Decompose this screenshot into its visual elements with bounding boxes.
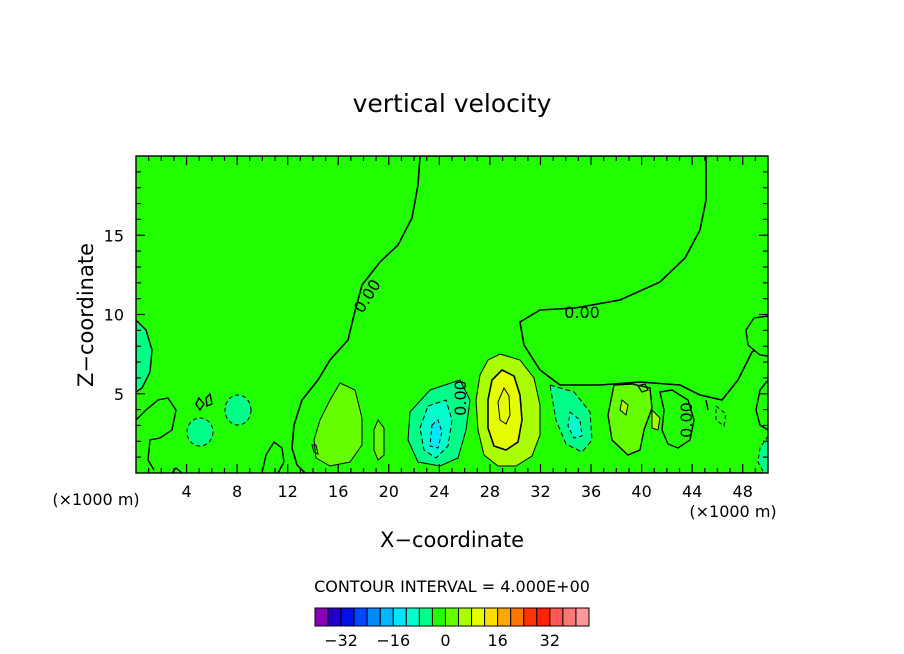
- colorbar-swatch: [340, 607, 355, 627]
- downdraft-5: [186, 417, 214, 447]
- colorbar-swatch: [314, 607, 329, 627]
- x-tick-label: 28: [480, 482, 500, 501]
- contour-interval-text: CONTOUR INTERVAL = 4.000E+00: [314, 577, 590, 596]
- right-cell-39: [607, 383, 653, 456]
- colorbar-swatch: [444, 607, 460, 627]
- colorbar-swatch: [353, 607, 368, 627]
- x-tick-label: 16: [328, 482, 348, 501]
- y-axis-label: Z−coordinate: [74, 243, 98, 387]
- x-tick-label: 44: [682, 482, 702, 501]
- colorbar-swatch: [484, 607, 499, 627]
- left-edge-cell-2: [136, 397, 177, 471]
- colorbar-swatch: [366, 607, 381, 627]
- right-cell-45: [715, 404, 727, 427]
- x-axis-unit: (×1000 m): [689, 502, 776, 521]
- colorbar-swatch: [458, 607, 473, 627]
- x-axis-ticks: [148, 156, 756, 473]
- colorbar-swatch: [379, 607, 394, 627]
- right-edge-low: [757, 435, 768, 473]
- x-tick-label: 4: [181, 482, 191, 501]
- chart-title: vertical velocity: [353, 89, 552, 118]
- x-tick-label: 32: [530, 482, 550, 501]
- downdraft-8: [224, 394, 252, 426]
- y-axis-unit: (×1000 m): [52, 490, 139, 509]
- colorbar-swatch: [392, 607, 407, 627]
- colorbar-tick-label: −32: [324, 631, 358, 650]
- updraft-16-outer: [313, 382, 363, 467]
- colorbar-tick-label: 0: [440, 631, 450, 650]
- contour-field: [136, 156, 768, 473]
- updraft-19-strip: [373, 418, 385, 461]
- right-cell-39-inner: [619, 399, 661, 431]
- x-tick-label: 48: [733, 482, 753, 501]
- right-cell-44-tick: [705, 399, 709, 411]
- colorbar-swatch: [536, 607, 551, 627]
- colorbar-swatch: [562, 607, 577, 627]
- x-axis-tick-labels: 4 8 12 16 20 24 28 32 36 40 44 48: [181, 482, 752, 501]
- colorbar-swatch: [497, 607, 512, 627]
- colorbar-swatch: [418, 607, 433, 627]
- x-tick-label: 12: [278, 482, 298, 501]
- small-cell-40: [637, 383, 649, 393]
- y-axis-tick-labels: 5 10 15: [104, 226, 124, 404]
- left-edge-cell: [136, 319, 153, 393]
- contour-label-3: 0.00: [451, 380, 470, 416]
- colorbar-swatch: [471, 607, 486, 627]
- colorbar-swatch: [523, 607, 538, 627]
- x-tick-label: 40: [631, 482, 651, 501]
- x-tick-label: 20: [379, 482, 399, 501]
- downdraft-34-inner: [567, 411, 583, 439]
- small-cell-6: [195, 392, 213, 412]
- y-tick-label: 15: [104, 226, 124, 245]
- x-tick-label: 8: [232, 482, 242, 501]
- colorbar: [314, 607, 590, 627]
- colorbar-tick-label: −16: [376, 631, 410, 650]
- colorbar-swatch: [575, 607, 590, 627]
- right-cell-42: [659, 389, 695, 449]
- colorbar-swatch: [405, 607, 420, 627]
- y-tick-label: 5: [114, 385, 124, 404]
- contour-label-2: 0.00: [564, 303, 600, 322]
- colorbar-tick-label: 16: [487, 631, 507, 650]
- updraft-29-core: [497, 386, 511, 425]
- right-edge-mid: [755, 379, 768, 431]
- colorbar-tick-label: 32: [540, 631, 560, 650]
- bottom-cell-10: [261, 440, 285, 473]
- x-tick-label: 36: [581, 482, 601, 501]
- downdraft-24-core: [429, 419, 443, 449]
- colorbar-tick-labels: −32 −16 0 16 32: [324, 631, 560, 650]
- right-edge-upper: [745, 315, 768, 357]
- colorbar-swatch: [510, 607, 525, 627]
- y-tick-label: 10: [104, 306, 124, 325]
- colorbar-swatch: [549, 607, 564, 627]
- contour-label-4: 0.00: [677, 402, 696, 438]
- x-tick-label: 24: [429, 482, 449, 501]
- colorbar-swatch: [431, 607, 446, 627]
- colorbar-swatch: [327, 607, 342, 627]
- y-axis-ticks: [136, 171, 768, 458]
- updraft-16-inner: [311, 444, 319, 455]
- x-axis-label: X−coordinate: [380, 528, 524, 552]
